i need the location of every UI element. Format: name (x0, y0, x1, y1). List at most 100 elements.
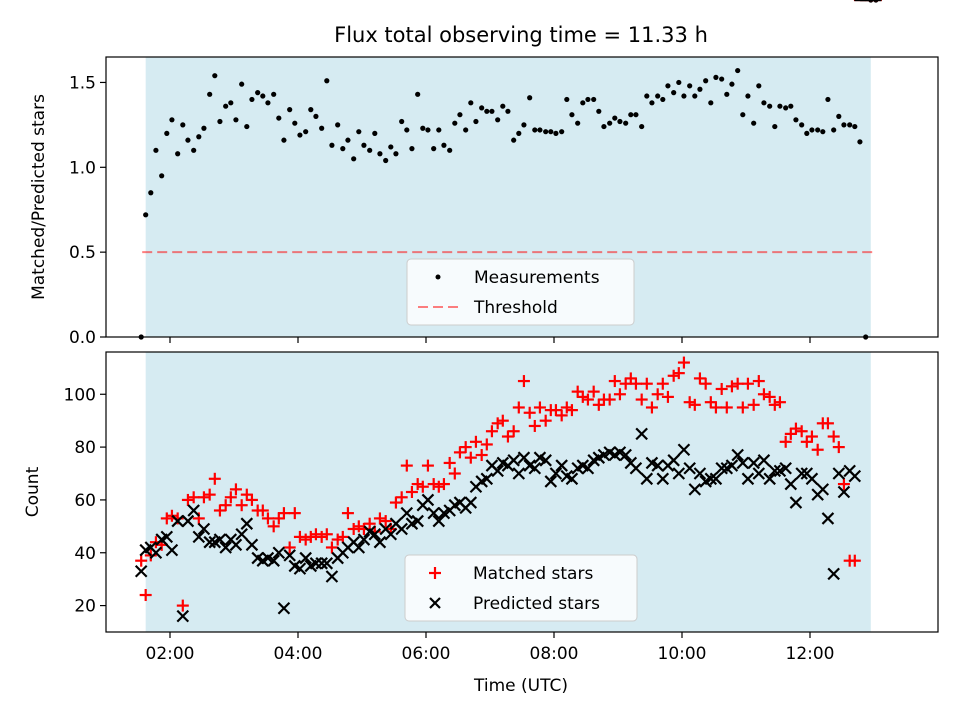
matched-star-point (667, 369, 680, 382)
measurement-point (431, 146, 437, 152)
predicted-star-point (651, 459, 664, 472)
predicted-star-point (427, 506, 440, 520)
x-tick-label: 02:00 (146, 644, 195, 664)
matched-star-point (277, 507, 290, 520)
measurement-point (409, 146, 415, 152)
matched-star-point (421, 459, 434, 472)
matched-star-point (704, 396, 717, 409)
predicted-star-point (848, 469, 862, 483)
measurement-point (692, 93, 698, 99)
matched-star-point (528, 419, 541, 432)
matched-star-point (715, 382, 728, 395)
matched-star-point (181, 493, 194, 506)
measurement-point (809, 127, 815, 133)
matched-star-point (245, 493, 258, 506)
top-y-tick-label: 1.5 (69, 73, 96, 93)
matched-star-point (213, 504, 226, 517)
matched-star-point (549, 404, 562, 417)
matched-star-point (304, 530, 317, 543)
matched-star-point (443, 456, 456, 469)
matched-star-point (555, 409, 568, 422)
measurement-point (777, 103, 783, 109)
legend-matched-marker (429, 567, 441, 579)
matched-star-point (811, 443, 824, 456)
measurement-point (441, 142, 447, 148)
measurement-point (601, 123, 607, 130)
matched-star-point (757, 388, 770, 401)
predicted-star-point (373, 535, 387, 549)
predicted-star-point (565, 472, 579, 486)
predicted-star-point (827, 567, 840, 581)
predicted-star-point (784, 477, 798, 491)
predicted-star-point (395, 522, 408, 536)
matched-stars-points (135, 0, 882, 612)
predicted-star-point (789, 496, 803, 509)
measurement-point (831, 127, 837, 133)
bottom-y-ticks: 20 40 60 80 100 (64, 385, 106, 617)
predicted-star-point (421, 493, 435, 507)
measurement-point (847, 122, 853, 128)
matched-star-point (208, 472, 221, 485)
predicted-star-point (165, 543, 179, 557)
bottom-y-tick-label: 100 (64, 385, 96, 405)
legend-matched-label: Matched stars (473, 564, 593, 584)
matched-star-point (608, 375, 621, 388)
predicted-star-point (283, 549, 296, 562)
predicted-star-point (725, 459, 739, 472)
predicted-star-point (267, 554, 280, 567)
matched-star-point (464, 451, 477, 464)
predicted-star-point (555, 459, 568, 472)
matched-star-point (299, 533, 312, 546)
matched-star-point (347, 522, 360, 535)
matched-star-point (560, 401, 573, 414)
measurement-point (399, 118, 405, 125)
matched-star-point (293, 530, 306, 543)
measurement-point (457, 112, 463, 118)
measurement-point (633, 112, 639, 118)
measurement-point (639, 123, 645, 130)
predicted-star-point (619, 448, 632, 462)
measurement-point (351, 156, 357, 162)
matched-star-point (224, 491, 237, 504)
matched-star-point (288, 507, 301, 520)
matched-star-point (325, 541, 338, 554)
measurement-point (223, 103, 229, 109)
matched-star-point (699, 377, 712, 390)
measurement-point (383, 157, 389, 164)
matched-star-point (405, 486, 418, 498)
measurement-point (751, 120, 757, 126)
measurement-point (537, 127, 543, 133)
matched-star-point (283, 541, 296, 554)
matched-star-point (603, 393, 616, 406)
matched-star-point (624, 372, 637, 385)
predicted-star-point (747, 456, 760, 470)
measurement-point (361, 142, 367, 148)
measurement-point (340, 146, 346, 152)
predicted-star-point (187, 504, 200, 517)
predicted-star-point (704, 472, 718, 486)
measurement-point (660, 96, 666, 103)
measurement-point (249, 96, 255, 103)
measurement-point (329, 142, 335, 148)
measurement-point (297, 132, 303, 138)
measurement-point (612, 115, 618, 121)
measurement-point (767, 103, 773, 109)
predicted-star-point (176, 609, 190, 623)
matched-star-point (309, 528, 322, 541)
measurement-point (143, 212, 149, 218)
matched-star-point (661, 390, 674, 403)
bottom-y-tick-label: 40 (74, 544, 96, 564)
matched-star-point (688, 398, 701, 411)
predicted-star-point (352, 541, 366, 554)
matched-star-point (411, 478, 424, 491)
measurement-point (756, 83, 762, 89)
matched-star-point (395, 491, 408, 504)
measurement-point (148, 190, 154, 196)
predicted-star-point (197, 522, 211, 536)
matched-star-point (480, 438, 493, 451)
predicted-star-point (757, 454, 771, 467)
measurement-point (239, 81, 245, 87)
measurement-point (281, 137, 287, 143)
predicted-star-point (528, 461, 542, 475)
measurement-point (175, 151, 181, 157)
